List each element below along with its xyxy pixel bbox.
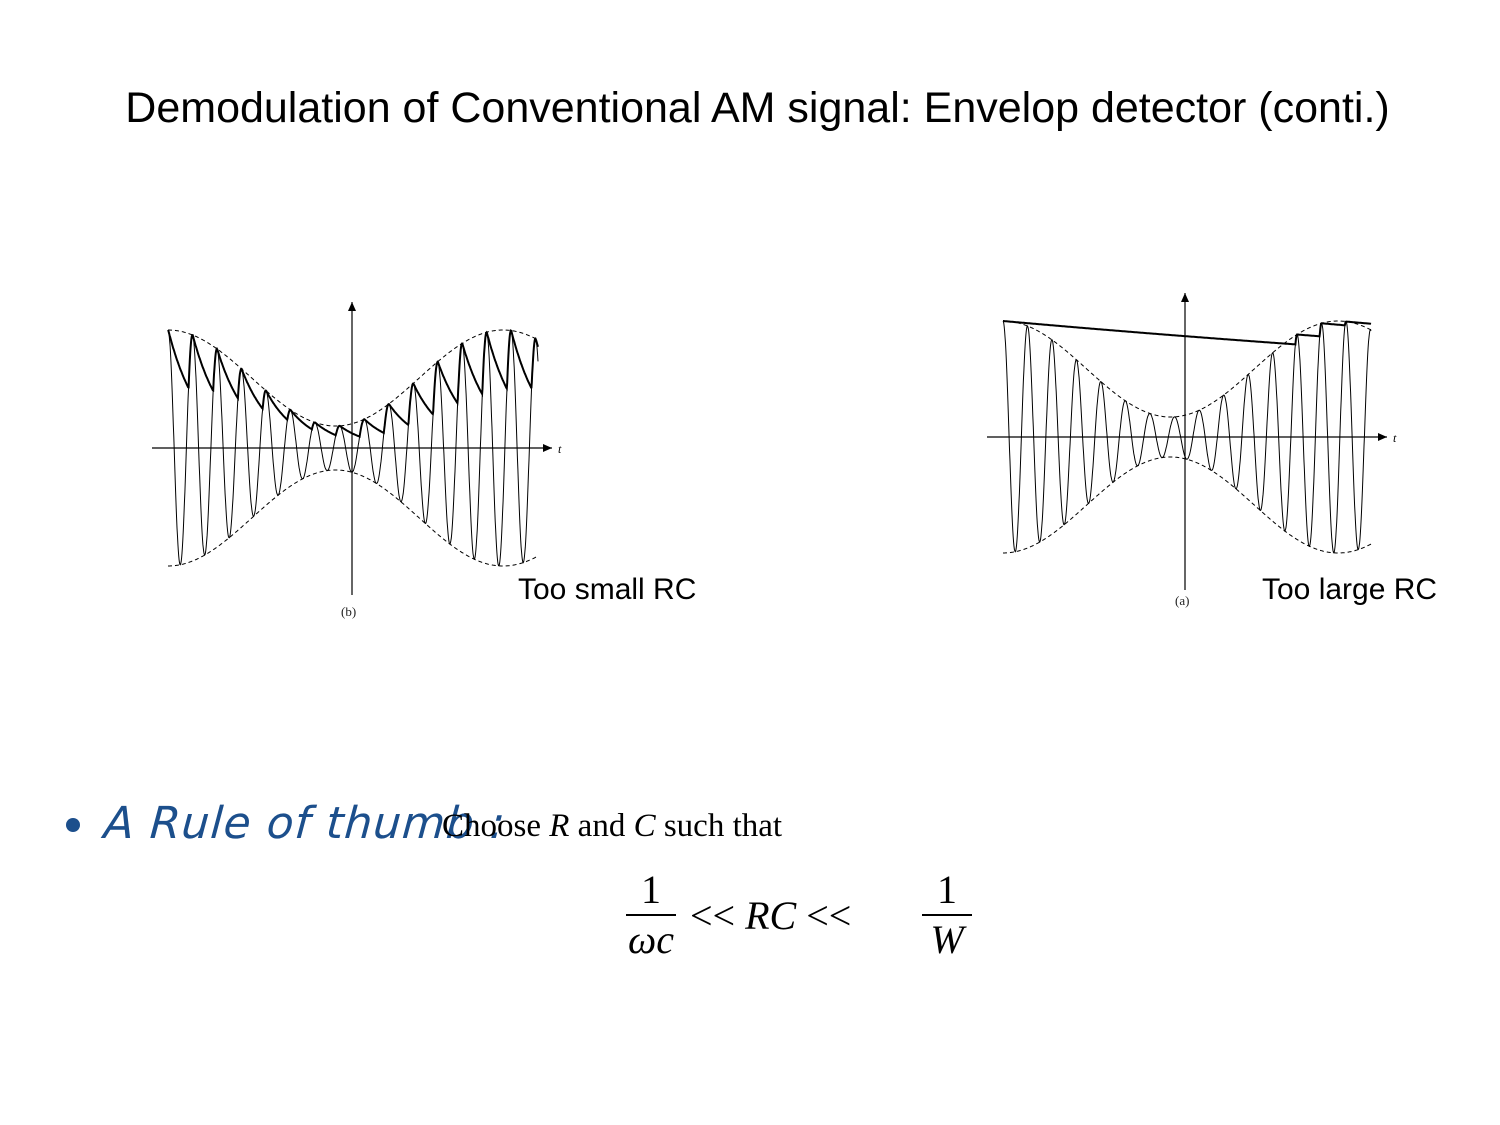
left-numerator: 1 <box>641 868 661 912</box>
slide-title: Demodulation of Conventional AM signal: … <box>125 84 1390 132</box>
left-am-waveform-figure: t (b) <box>140 290 570 630</box>
right-numerator: 1 <box>937 868 957 912</box>
modulated-carrier <box>1002 320 1372 554</box>
left-figure-tag: (b) <box>341 604 357 619</box>
right-axis-label-t: t <box>1393 431 1397 445</box>
left-axis-label-t: t <box>558 442 562 456</box>
right-am-waveform-figure: t (a) <box>975 285 1405 615</box>
left-denominator: ωc <box>628 917 674 962</box>
amplitude-axis-arrow-icon <box>1181 293 1189 302</box>
middle-expression: << RC << <box>690 894 851 938</box>
detector-output <box>1003 320 1372 346</box>
rule-var-c: C <box>633 808 656 844</box>
right-fraction: 1 W <box>922 868 972 962</box>
upper-envelope <box>1003 320 1372 418</box>
left-waveform-plot: t <box>152 302 562 595</box>
time-axis-arrow-icon <box>543 444 552 452</box>
detector-output <box>167 329 539 439</box>
relation-2: << <box>806 893 852 938</box>
lower-envelope <box>1003 456 1372 554</box>
rule-text-suffix: such that <box>655 808 783 844</box>
amplitude-axis-arrow-icon <box>348 302 356 311</box>
relation-1: << <box>690 893 736 938</box>
left-fraction-bar <box>626 914 676 916</box>
left-figure-caption: Too small RC <box>518 573 697 606</box>
right-figure-caption: Too large RC <box>1262 573 1438 606</box>
right-figure-tag: (a) <box>1175 593 1190 608</box>
rule-text-mid: and <box>569 808 634 844</box>
left-fraction: 1 ωc <box>626 868 676 962</box>
modulated-carrier <box>167 329 539 567</box>
right-denominator: W <box>930 917 964 962</box>
middle-term: RC <box>745 893 797 938</box>
lower-envelope <box>168 469 539 567</box>
rule-text: Choose R and C such that <box>442 804 782 848</box>
left-plot-group <box>152 302 552 595</box>
right-waveform-plot: t <box>987 293 1397 590</box>
right-plot-group <box>987 293 1387 590</box>
rule-text-prefix: Choose <box>442 808 550 844</box>
time-axis-arrow-icon <box>1378 433 1387 441</box>
rule-of-thumb-line: A Rule of thumb : Choose R and C such th… <box>60 790 960 860</box>
rc-inequality-formula: 1 ωc << RC << 1 W <box>626 868 986 968</box>
right-fraction-bar <box>922 914 972 916</box>
rule-var-r: R <box>549 808 570 844</box>
bullet-dot-icon <box>66 818 80 832</box>
